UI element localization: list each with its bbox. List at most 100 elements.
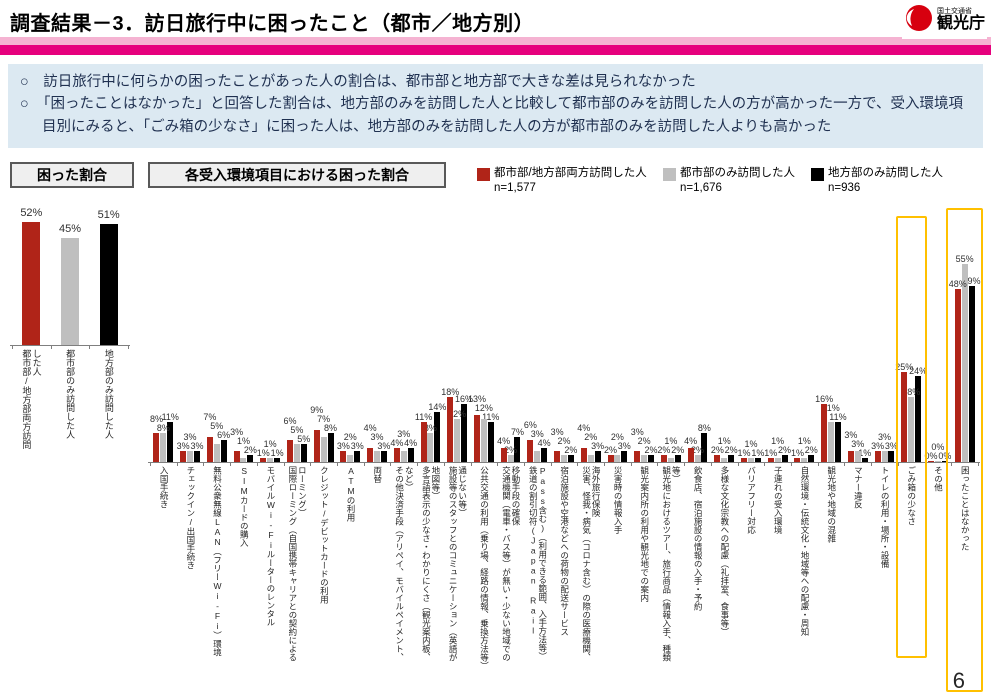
main-bar [434, 411, 441, 462]
bar-value-label: 52% [20, 206, 43, 219]
bar-value-label: 12% [448, 408, 467, 419]
bar-value-label: 1% [664, 435, 678, 446]
bar-value-label: 3% [871, 441, 885, 452]
category-label-cell: 観光案内所の利用や観光地での案内 [631, 466, 658, 671]
axis-tick [817, 462, 819, 466]
category-label-cell: 鉄道の割引切符(Japan Rail Pass含む)（利用できる範囲、入手方法等… [524, 466, 551, 671]
category-label-cell: 観光地や地域の混雑 [818, 466, 845, 671]
bar-value-label: 2% [564, 444, 578, 455]
bar-value-label: 11% [822, 403, 840, 414]
category-label-cell: 交通機関（電車・バス等）が無い・少ない地域での移動手段の確保 [497, 466, 524, 671]
bar-value-label: 2% [584, 432, 598, 443]
main-bar [454, 418, 461, 462]
main-bar [327, 433, 334, 462]
main-bar [287, 440, 293, 462]
title-stripe-light [0, 37, 991, 45]
category-label: ATMの利用 [346, 466, 357, 522]
main-bar [728, 454, 735, 462]
troubled-share-chart-categories: 都市部/地方部両方訪問した人 都市部のみ訪問した人 地方部のみ訪問した人 [12, 349, 128, 457]
mini-bar [99, 224, 118, 345]
main-bar [554, 451, 561, 462]
bar-value-label: 2% [637, 435, 651, 446]
main-bar [407, 447, 414, 462]
bar-value-label: 8% [323, 423, 337, 434]
main-bar [621, 451, 628, 462]
category-label-cell: 自然環境・伝統文化・地域等への配慮・周知 [791, 466, 818, 671]
axis-tick [630, 462, 632, 466]
category-label: 都市部のみ訪問した人 [65, 349, 76, 439]
main-bar [293, 444, 300, 462]
main-bar [153, 433, 160, 462]
chart-axis [148, 462, 980, 463]
main-bar [487, 422, 494, 462]
main-bar [928, 460, 935, 462]
category-label-cell: 困ったことはなかった [951, 466, 978, 671]
axis-tick [417, 462, 419, 466]
main-bar [541, 447, 548, 462]
legend-swatch-gray [663, 168, 676, 181]
category-label-cell: 都市部/地方部両方訪問した人 [12, 349, 51, 457]
category-label: その他決済手段（アリペイ、モバイルペイメント、など） [394, 466, 415, 662]
main-bar [354, 451, 361, 462]
agency-emblem-icon [904, 3, 934, 38]
main-bar [567, 454, 574, 462]
axis-tick [283, 462, 285, 466]
category-label: 施設等のスタッフとのコミュニケーション（英語が通じない等） [448, 466, 468, 662]
bar-value-label: 2% [657, 444, 671, 455]
bar-value-label: 2% [343, 432, 357, 443]
main-bar [367, 447, 374, 462]
bar-value-label: 2% [557, 435, 571, 446]
axis-tick [150, 462, 151, 466]
bar-value-label: 4% [390, 437, 404, 448]
bar-value-label: 25% [895, 362, 914, 372]
category-label-cell: モバイルWi-Fiルーターのレンタル [257, 466, 284, 671]
bar-value-label: 18% [902, 387, 921, 398]
category-label-cell: その他決済手段（アリペイ、モバイルペイメント、など） [390, 466, 417, 671]
main-bar [300, 444, 307, 462]
category-label: 国際ローミング（自国携帯キャリアとの契約によるローミング） [287, 466, 308, 662]
bar-value-label: 3% [630, 426, 644, 437]
main-bar [915, 375, 922, 462]
category-label-cell: 宿泊施設や空港などへの荷物の配送サービス [551, 466, 578, 671]
axis-tick [336, 462, 338, 466]
bar-value-label: 51% [97, 209, 120, 222]
axis-tick [89, 345, 91, 349]
category-label-cell: 災害時の情報入手 [604, 466, 631, 671]
main-bar [954, 289, 961, 462]
main-bar [667, 458, 674, 462]
bar-value-label: 11% [161, 412, 179, 423]
main-bar [594, 451, 601, 462]
main-bar [941, 460, 948, 462]
bar-value-label: 7% [510, 426, 524, 437]
axis-tick [443, 462, 445, 466]
category-label: 子連れの受入環境 [773, 466, 784, 534]
main-bar [821, 404, 828, 462]
bar-value-label: 1% [751, 448, 765, 459]
legend-item-rural-only: 地方部のみ訪問した人 n=936 [811, 166, 951, 196]
bar-value-label: 2% [691, 444, 705, 455]
bar-value-label: 24% [909, 365, 928, 376]
bar-value-label: 1% [858, 448, 872, 459]
bar-value-label: 3% [851, 439, 865, 450]
bar-value-label: 45% [58, 223, 82, 236]
legend-item-both: 都市部/地方部両方訪問した人 n=1,577 [477, 166, 663, 196]
chart-legend: 都市部/地方部両方訪問した人 n=1,577 都市部のみ訪問した人 n=1,676 … [477, 166, 951, 196]
main-bar [514, 436, 521, 462]
category-label: 入国手続き [159, 466, 170, 509]
bullet-marker-icon: ○ [20, 96, 29, 113]
category-label-cell: マナー違反 [844, 466, 871, 671]
bar-value-label: 1% [797, 435, 811, 446]
category-label-cell: チェックイン/出国手続き [177, 466, 204, 671]
main-bar [206, 436, 213, 462]
mini-bar [61, 238, 79, 345]
category-label: 多言語表示の少なさ・わかりにくさ（観光案内板、地図等） [421, 466, 441, 662]
category-label-cell: 都市部のみ訪問した人 [51, 349, 90, 457]
axis-tick [523, 462, 525, 466]
category-label-cell: 公共交通の利用（乗り場、経路の情報、乗換方法等） [470, 466, 497, 671]
axis-tick [310, 462, 312, 466]
page-number: 6 [952, 668, 965, 693]
main-bar [741, 458, 748, 462]
agency-name-small: 国土交通省 [936, 8, 972, 16]
axis-tick [978, 462, 979, 466]
category-label-cell: SIMカードの購入 [230, 466, 257, 671]
